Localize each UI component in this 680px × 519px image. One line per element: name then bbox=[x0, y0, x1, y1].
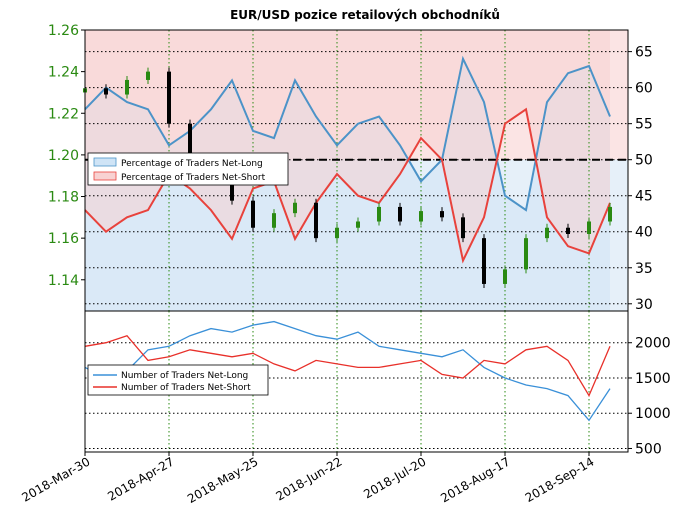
candle-body bbox=[503, 269, 507, 284]
x-tick-label: 2018-May-25 bbox=[185, 454, 260, 506]
right-tick-label: 2000 bbox=[635, 336, 671, 352]
candle-body bbox=[188, 123, 192, 160]
legend-bottom: Number of Traders Net-Long Number of Trad… bbox=[87, 364, 269, 396]
candle-body bbox=[146, 71, 150, 80]
series-line-net-long bbox=[84, 55, 611, 212]
candle-body bbox=[104, 88, 108, 95]
right-tick-label: 1500 bbox=[635, 371, 671, 387]
right-tick-label: 65 bbox=[635, 45, 653, 61]
top-panel: 1.14 1.16 1.18 1.20 1.22 1.24 1.26 30 35 40 45 50 55… bbox=[48, 23, 653, 313]
candle-body bbox=[125, 79, 129, 95]
legend-box bbox=[87, 152, 289, 186]
legend-swatch bbox=[93, 171, 117, 181]
series-line-count-long bbox=[84, 320, 611, 422]
x-tick-label: 2018-Mar-30 bbox=[19, 454, 92, 504]
legend-box bbox=[87, 364, 269, 396]
candle-body bbox=[230, 171, 234, 201]
candle-body bbox=[440, 211, 444, 218]
candle-body bbox=[272, 213, 276, 228]
right-tick-label: 1000 bbox=[635, 406, 671, 422]
candle-body bbox=[356, 221, 360, 228]
chart-title: EUR/USD pozice retailových obchodníků bbox=[230, 8, 500, 22]
legend-swatch bbox=[93, 157, 117, 167]
right-tick-label: 35 bbox=[635, 261, 653, 277]
area-net-short bbox=[85, 30, 610, 261]
candle-body bbox=[377, 206, 381, 222]
candle-body bbox=[524, 238, 528, 270]
x-tick-label: 2018-Sep-14 bbox=[523, 454, 597, 505]
left-tick-label: 1.16 bbox=[48, 231, 79, 247]
legend-label: Percentage of Traders Net-Long bbox=[121, 159, 263, 169]
candle-body bbox=[608, 206, 612, 222]
x-tick-label: 2018-Jun-22 bbox=[274, 454, 345, 503]
candle-body bbox=[566, 227, 570, 234]
right-tick-label: 50 bbox=[635, 153, 653, 169]
right-tick-label: 45 bbox=[635, 189, 653, 205]
left-tick-label: 1.20 bbox=[48, 148, 79, 164]
legend-top: Percentage of Traders Net-Long Percentage… bbox=[87, 152, 289, 186]
x-tick-label: 2018-Apr-27 bbox=[105, 454, 176, 503]
x-tick-label: 2018-Aug-17 bbox=[438, 454, 512, 505]
candle-body bbox=[293, 202, 297, 214]
candle-body bbox=[419, 211, 423, 222]
bottom-frame bbox=[84, 310, 629, 453]
bottom-panel: 500 1000 1500 2000 Number of Traders Net-Lon… bbox=[84, 310, 671, 457]
right-tick-label: 30 bbox=[635, 297, 653, 313]
legend-label: Number of Traders Net-Long bbox=[121, 371, 248, 381]
left-tick-label: 1.24 bbox=[48, 65, 79, 81]
series-line-count-short bbox=[84, 334, 611, 398]
left-tick-label: 1.18 bbox=[48, 190, 79, 206]
candle-body bbox=[167, 71, 171, 124]
candle-body bbox=[314, 202, 318, 239]
right-tick-label: 500 bbox=[635, 441, 662, 457]
x-axis: 2018-Mar-30 2018-Apr-27 2018-May-25 2018-Ju… bbox=[19, 452, 597, 506]
right-tick-label: 60 bbox=[635, 81, 653, 97]
legend-label: Percentage of Traders Net-Short bbox=[121, 173, 266, 183]
candle-body bbox=[335, 227, 339, 239]
candle-body bbox=[482, 238, 486, 284]
candle-body bbox=[545, 227, 549, 239]
candle-body bbox=[398, 206, 402, 222]
legend-label: Number of Traders Net-Short bbox=[121, 383, 251, 393]
candle-body bbox=[251, 200, 255, 228]
left-tick-label: 1.22 bbox=[48, 106, 79, 122]
candle-body bbox=[587, 221, 591, 234]
left-tick-label: 1.14 bbox=[48, 273, 79, 289]
x-tick-label: 2018-Jul-20 bbox=[361, 454, 428, 501]
left-tick-label: 1.26 bbox=[48, 23, 79, 39]
right-tick-label: 55 bbox=[635, 117, 653, 133]
candle-body bbox=[461, 217, 465, 239]
right-tick-label: 40 bbox=[635, 225, 653, 241]
